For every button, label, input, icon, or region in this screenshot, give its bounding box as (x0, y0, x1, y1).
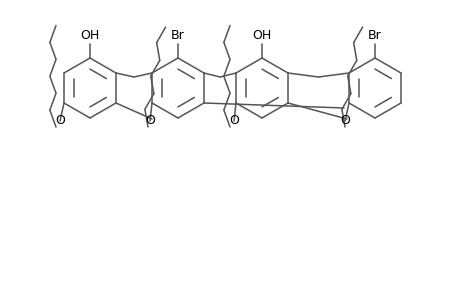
Text: O: O (55, 115, 65, 128)
Text: O: O (145, 115, 155, 128)
Text: Br: Br (367, 29, 381, 42)
Text: O: O (339, 115, 349, 128)
Text: O: O (229, 115, 238, 128)
Text: OH: OH (80, 29, 100, 42)
Text: OH: OH (252, 29, 271, 42)
Text: Br: Br (171, 29, 185, 42)
